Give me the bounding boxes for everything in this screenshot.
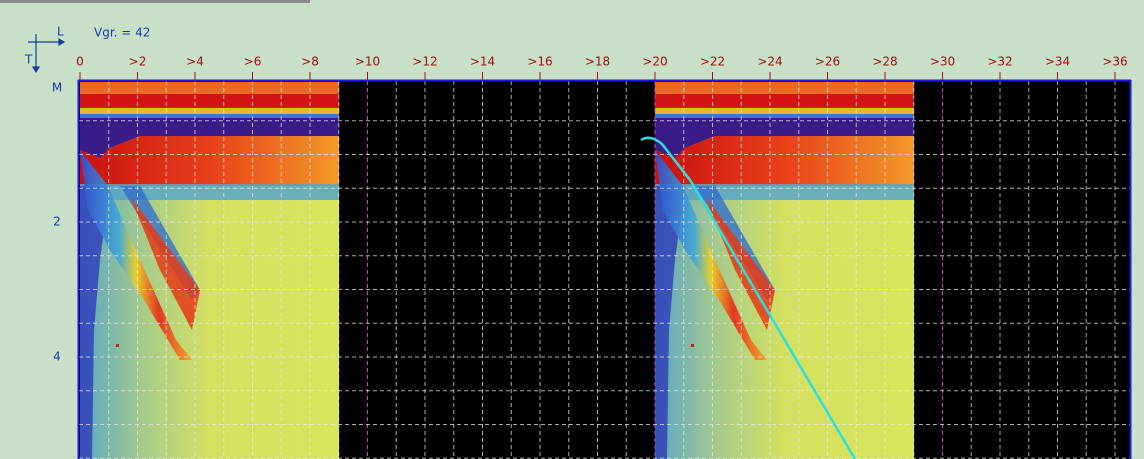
x-tick-label: >32 [987,55,1012,69]
y-label: 2 [53,215,61,229]
page: L T Vgr. = 42 0 >2 >4 >6 >8 >10 >12 >14 >16 >18 >2… [0,0,1144,459]
radargram-panel [80,82,339,459]
x-tick-label: >24 [757,55,782,69]
x-tick-label: >36 [1102,55,1127,69]
x-tick-label: >8 [301,55,319,69]
x-tick-label: >34 [1045,55,1070,69]
x-tick-label: >28 [872,55,897,69]
x-tick-label: >30 [930,55,955,69]
x-tick-label: >26 [815,55,840,69]
x-tick-label: >14 [470,55,495,69]
y-label: M [52,81,62,95]
x-tick-label: 0 [76,55,84,69]
velocity-label: Vgr. = 42 [94,26,150,40]
axis-label-l: L [57,25,64,39]
x-tick-label: >22 [700,55,725,69]
x-tick-label: >18 [585,55,610,69]
radargram-view: L T Vgr. = 42 0 >2 >4 >6 >8 >10 >12 >14 >16 >18 >2… [0,0,1144,459]
x-tick-label: >16 [527,55,552,69]
x-tick-label: >10 [355,55,380,69]
x-tick-label: >2 [129,55,147,69]
x-tick-label: >12 [412,55,437,69]
y-label: 4 [53,350,61,364]
top-bar [0,0,310,3]
x-tick-label: >6 [244,55,262,69]
axis-icon [28,34,64,72]
axis-label-t: T [24,53,33,67]
x-tick-label: >20 [642,55,667,69]
x-tick-label: >4 [186,55,204,69]
radargram-panel [655,82,914,459]
